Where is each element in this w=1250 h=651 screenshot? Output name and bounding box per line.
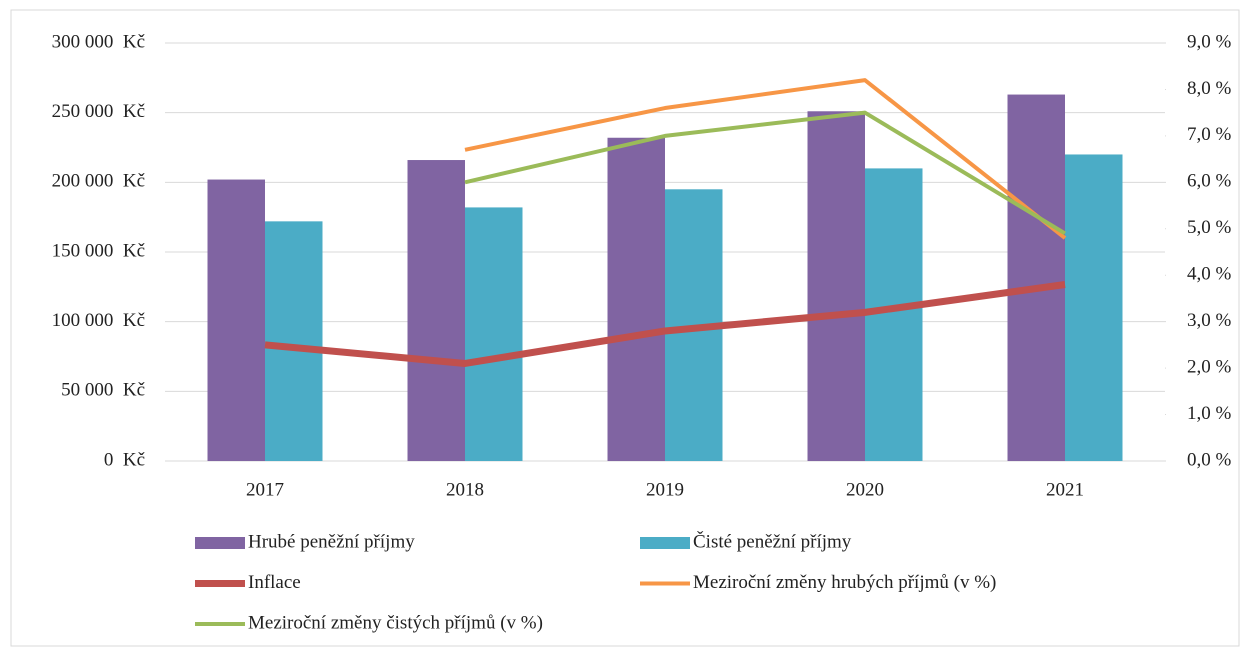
y2-tick-label: 6,0 % [1187, 171, 1232, 192]
x-tick-label: 2020 [846, 479, 884, 500]
y2-tick-label: 7,0 % [1187, 124, 1232, 145]
line [464, 78, 1067, 240]
x-tick-label: 2019 [646, 479, 684, 500]
y-tick-label: 300 000 Kč [52, 31, 145, 52]
y2-tick-label: 8,0 % [1187, 78, 1232, 99]
y-tick-label: 0 Kč [104, 449, 145, 470]
y-tick-label: 150 000 Kč [52, 240, 145, 261]
legend-label: Hrubé peněžní příjmy [248, 531, 415, 552]
legend-label: Meziroční změny čistých příjmů (v %) [248, 612, 543, 633]
y2-tick-label: 4,0 % [1187, 264, 1232, 285]
y-tick-label: 200 000 Kč [52, 171, 145, 192]
y2-tick-label: 3,0 % [1187, 310, 1232, 331]
legend-label: Inflace [248, 572, 301, 593]
legend-swatch [195, 537, 245, 549]
bar [407, 160, 465, 462]
legend-label: Meziroční změny hrubých příjmů (v %) [693, 572, 996, 593]
y-tick-label: 100 000 Kč [52, 310, 145, 331]
bar [207, 179, 265, 461]
bar [807, 111, 865, 462]
x-tick-label: 2017 [246, 479, 284, 500]
bar [465, 207, 523, 461]
y2-tick-label: 2,0 % [1187, 356, 1232, 377]
bar [607, 137, 665, 461]
x-tick-label: 2018 [446, 479, 484, 500]
y2-tick-label: 0,0 % [1187, 449, 1232, 470]
legend-swatch [640, 537, 690, 549]
x-tick-label: 2021 [1046, 479, 1084, 500]
y-tick-label: 50 000 Kč [61, 380, 145, 401]
line [264, 281, 1066, 367]
bar [265, 221, 323, 461]
y2-tick-label: 9,0 % [1187, 31, 1232, 52]
y2-tick-label: 5,0 % [1187, 217, 1232, 238]
bar [865, 168, 923, 461]
bar [1007, 94, 1065, 461]
line [464, 110, 1067, 236]
y2-tick-label: 1,0 % [1187, 403, 1232, 424]
bar [1065, 154, 1123, 461]
y-tick-label: 250 000 Kč [52, 101, 145, 122]
legend-label: Čisté peněžní příjmy [693, 530, 852, 552]
